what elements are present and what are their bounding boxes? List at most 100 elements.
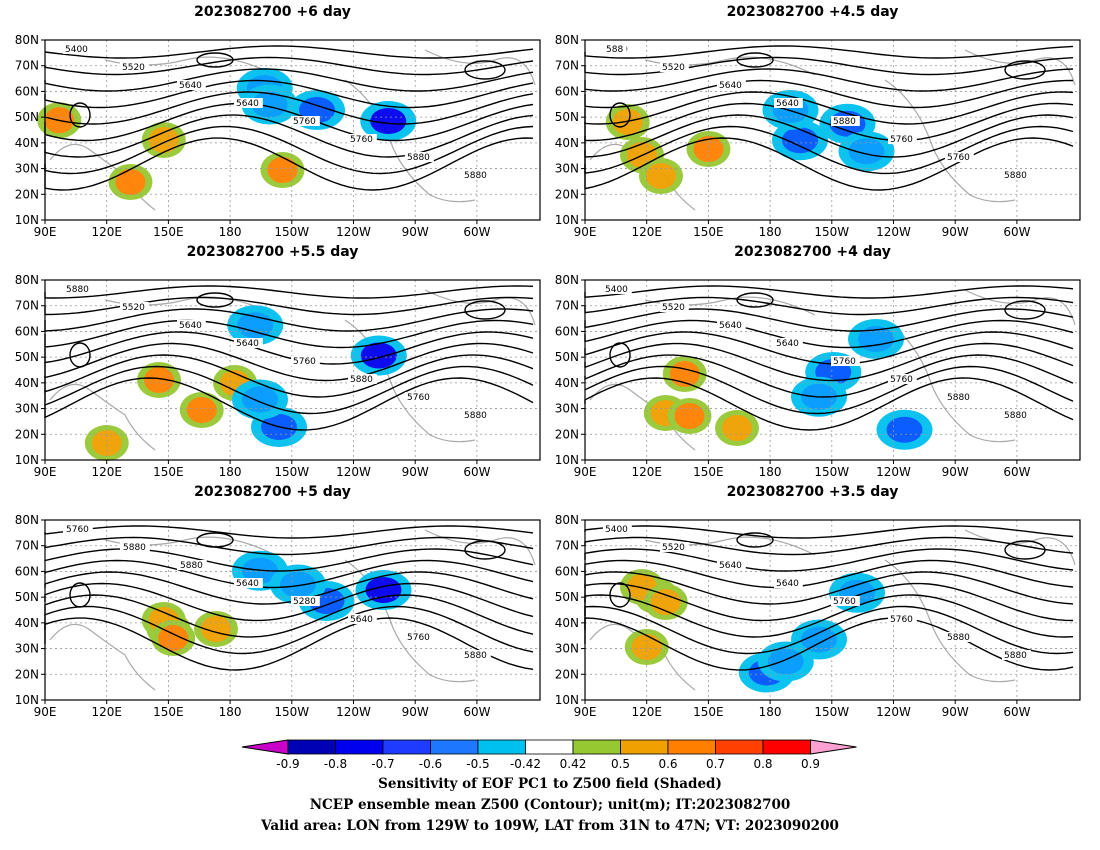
lon-label: 180 (219, 705, 242, 719)
sensitivity-shading (37, 68, 417, 200)
sensitivity-shading (84, 305, 407, 461)
colorbar-tick-label: -0.6 (419, 757, 442, 771)
lon-label: 120E (91, 225, 122, 239)
contour-label: 5280 (293, 597, 316, 607)
panel-title: 2023082700 +6 day (194, 4, 351, 20)
colorbar-tick-label: -0.9 (276, 757, 299, 771)
map-frame (584, 39, 1081, 221)
lat-label: 50N (15, 590, 39, 604)
lon-label: 150W (274, 225, 309, 239)
lon-label: 60W (463, 465, 490, 479)
lat-label: 30N (15, 642, 39, 656)
sensitivity-map: 5400 5520 5640 5640 5760 5760 5880 5880 80N 70N 60… (555, 513, 1081, 719)
colorbar-arrow-right (810, 739, 857, 755)
z500-contours (44, 285, 534, 431)
colorbar-swatch (572, 739, 621, 755)
contour-label: 5640 (776, 99, 799, 109)
contour-label: 5880 (66, 285, 89, 295)
colorbar-swatch (667, 739, 716, 755)
lon-label: 90W (402, 225, 429, 239)
sensitivity-map: 5520540055205640528056405760588057605880… (15, 513, 541, 719)
lat-label: 40N (15, 616, 39, 630)
contour-label: 5640 (236, 579, 259, 589)
lat-label: 20N (555, 667, 579, 681)
contour-label: 5640 (350, 615, 373, 625)
lon-label: 90E (34, 225, 57, 239)
contour-label: 5760 (833, 357, 856, 367)
lon-label: 60W (1003, 705, 1030, 719)
lat-label: 10N (555, 213, 579, 227)
colorbar-tick-label: -0.8 (324, 757, 347, 771)
lon-label: 150E (153, 705, 184, 719)
map-frame (584, 279, 1081, 461)
contour-label: 5640 (179, 81, 202, 91)
lon-label: 90W (942, 225, 969, 239)
contour-label: 5760 (350, 135, 373, 145)
contour-label: 5760 (890, 615, 913, 625)
lat-label: 60N (555, 564, 579, 578)
colorbar-tick-label: -0.5 (466, 757, 489, 771)
lon-label: 60W (1003, 465, 1030, 479)
lon-label: 90E (574, 225, 597, 239)
gridlines (45, 280, 540, 460)
contour-label: 5880 (350, 375, 373, 385)
colorbar-tick-label: -0.7 (371, 757, 394, 771)
negative-sensitivity-blob (365, 577, 402, 603)
contour-label: 5880 (464, 411, 487, 421)
lon-label: 150E (693, 465, 724, 479)
lon-label: 120E (631, 465, 662, 479)
positive-sensitivity-blob (201, 616, 231, 642)
lon-label: 120W (336, 225, 371, 239)
lon-label: 90E (574, 465, 597, 479)
lon-label: 150E (153, 465, 184, 479)
contour-label: 5760 (66, 525, 89, 535)
contour-label: 5880 (464, 651, 487, 661)
colorbar-swatch (287, 739, 336, 755)
lat-label: 50N (555, 590, 579, 604)
lon-label: 120E (631, 225, 662, 239)
positive-sensitivity-blob (646, 163, 676, 189)
panel-title: 2023082700 +3.5 day (726, 484, 899, 500)
lat-label: 80N (555, 513, 579, 527)
lat-label: 20N (555, 187, 579, 201)
sensitivity-map: 54005520564056405760588057605880588080N7… (15, 273, 541, 479)
colorbar-swatch (762, 739, 811, 755)
z500-contours (584, 45, 1074, 191)
caption-line-1: Sensitivity of EOF PC1 to Z500 field (Sh… (378, 776, 722, 792)
colorbar-swatch (715, 739, 764, 755)
positive-sensitivity-blob (148, 127, 179, 153)
lon-label: 150W (814, 705, 849, 719)
lat-label: 40N (15, 136, 39, 150)
lon-label: 180 (759, 225, 782, 239)
negative-sensitivity-blob (886, 416, 923, 443)
lat-label: 10N (15, 453, 39, 467)
lon-label: 150E (693, 705, 724, 719)
lat-label: 10N (555, 453, 579, 467)
lat-label: 20N (15, 427, 39, 441)
colorbar: -0.9 -0.8 -0.7 -0.6 -0.5 -0.42 0.42 0.5 0.6 0.7 0.… (241, 739, 857, 771)
lat-label: 80N (15, 33, 39, 47)
contour-label: 5760 (407, 393, 430, 403)
lat-label: 30N (555, 642, 579, 656)
contour-labels: 5520540055205640528056405760588057605880… (63, 524, 491, 661)
map-panel-4: 2023082700 +4 day 5400 5520 5640 5640 5760 57… (540, 240, 1085, 480)
panel-title: 2023082700 +5.5 day (186, 244, 359, 260)
colorbar-tick-label: 0.42 (560, 757, 587, 771)
map-panel-5: 2023082700 +5 day 5520540055205640528056… (0, 480, 545, 720)
z500-contours (584, 285, 1074, 431)
sensitivity-map: 5400 5520 5640 5640 5760 5760 5880 5880 80N 70N 60… (15, 33, 541, 239)
contour-label: 5760 (890, 375, 913, 385)
map-panel-2: 2023082700 +4.5 day 54005520564056405880… (540, 0, 1085, 240)
lat-label: 30N (555, 402, 579, 416)
contour-label: 5880 (1004, 411, 1027, 421)
lon-label: 90W (942, 705, 969, 719)
lat-label: 30N (15, 402, 39, 416)
lon-label: 150W (814, 225, 849, 239)
lon-label: 150E (153, 225, 184, 239)
gridlines (585, 40, 1080, 220)
map-frame (44, 39, 541, 221)
contour-label: 5880 (947, 633, 970, 643)
map-frame (44, 519, 541, 701)
contour-label: 5640 (719, 321, 742, 331)
contour-label: 5640 (179, 321, 202, 331)
